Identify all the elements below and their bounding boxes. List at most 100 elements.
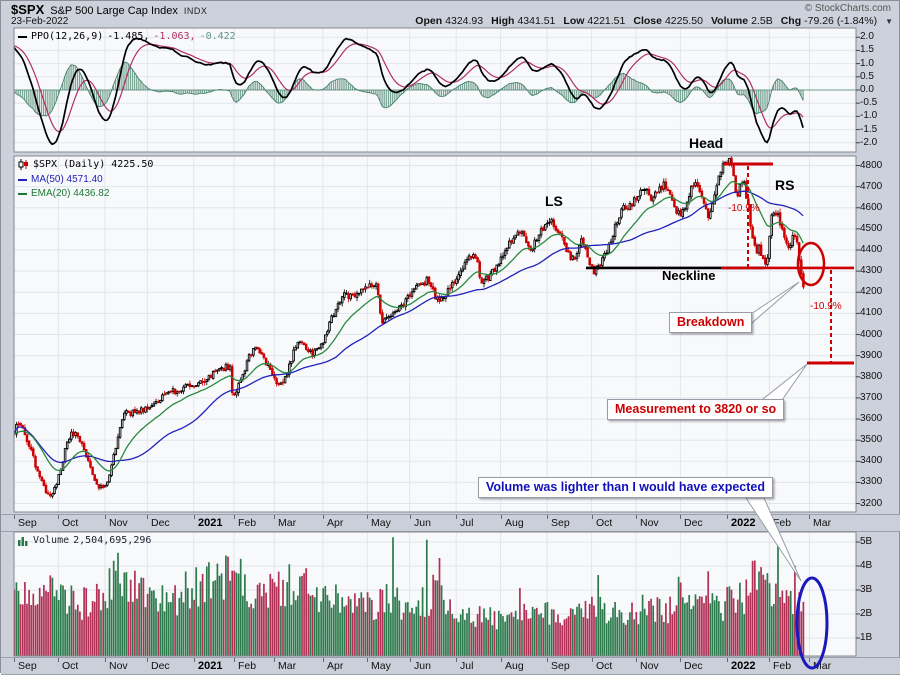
month-label: Apr bbox=[327, 660, 344, 672]
price-axis-label: 4300 bbox=[860, 265, 883, 277]
quote-dropdown-arrow[interactable]: ▼ bbox=[885, 16, 893, 26]
month-tick bbox=[592, 515, 593, 519]
ma50-legend-text: MA(50) 4571.40 bbox=[31, 174, 103, 185]
month-tick bbox=[809, 515, 810, 519]
volume-legend-value: 2,504,695,296 bbox=[73, 535, 152, 546]
right-price-axis: 2.0 1.5 1.0 0.5 0.0 -0.5 -1.0 -1.5 -2.0 4800 4700 4… bbox=[860, 1, 900, 674]
month-label: Nov bbox=[640, 660, 659, 672]
head-label: Head bbox=[689, 135, 724, 151]
month-label: Mar bbox=[813, 517, 832, 529]
month-label: Nov bbox=[640, 517, 659, 529]
breakdown-callout: Breakdown bbox=[669, 312, 753, 333]
month-tick bbox=[456, 658, 457, 662]
month-label: Feb bbox=[773, 517, 792, 529]
month-label: Sep bbox=[18, 517, 37, 529]
month-tick bbox=[105, 658, 106, 662]
left-shoulder-label: LS bbox=[545, 193, 563, 209]
month-tick bbox=[367, 658, 368, 662]
ppo-legend: PPO(12,26,9) -1.485, -1.063, -0.422 bbox=[18, 31, 236, 42]
ppo-axis-label: -1.0 bbox=[860, 110, 878, 122]
month-label: May bbox=[371, 517, 391, 529]
month-tick bbox=[14, 658, 15, 662]
drop-percent-label-2: -10.9% bbox=[810, 301, 842, 312]
vol-panel-border bbox=[13, 531, 857, 657]
candlestick-icon bbox=[18, 159, 28, 170]
volume-label: Volume bbox=[710, 15, 749, 27]
ppo-axis-label: -2.0 bbox=[860, 136, 878, 148]
month-label: Sep bbox=[18, 660, 37, 672]
month-label: 2022 bbox=[731, 660, 756, 672]
neckline-label: Neckline bbox=[662, 268, 716, 283]
month-tick bbox=[274, 515, 275, 519]
ppo-name: PPO(12,26,9) bbox=[31, 31, 104, 42]
ema20-legend-text: EMA(20) 4436.82 bbox=[31, 188, 110, 199]
low-label: Low bbox=[563, 15, 585, 27]
ppo-value: -1.485, bbox=[107, 31, 150, 42]
ppo-axis-label: 1.0 bbox=[860, 57, 874, 69]
measurement-callout: Measurement to 3820 or so bbox=[607, 399, 785, 420]
month-label: Mar bbox=[278, 517, 297, 529]
price-axis-label: 3400 bbox=[860, 455, 883, 467]
month-tick bbox=[547, 658, 548, 662]
month-label: May bbox=[371, 660, 391, 672]
month-tick bbox=[501, 658, 502, 662]
price-axis-label: 4100 bbox=[860, 307, 883, 319]
month-tick bbox=[274, 658, 275, 662]
month-label: Nov bbox=[109, 517, 128, 529]
month-tick bbox=[410, 658, 411, 662]
month-tick bbox=[367, 515, 368, 519]
volume-note-callout: Volume was lighter than I would have exp… bbox=[478, 477, 773, 498]
month-tick bbox=[323, 658, 324, 662]
price-axis-label: 3500 bbox=[860, 434, 883, 446]
chart-date: 23-Feb-2022 bbox=[11, 16, 69, 27]
month-label: Mar bbox=[278, 660, 297, 672]
month-label: Sep bbox=[551, 517, 570, 529]
drop-percent-label-1: -10.9% bbox=[728, 203, 760, 214]
month-label: Feb bbox=[238, 517, 257, 529]
month-label: Nov bbox=[109, 660, 128, 672]
price-axis-label: 4700 bbox=[860, 180, 883, 192]
month-tick bbox=[58, 515, 59, 519]
month-tick bbox=[194, 515, 195, 519]
month-tick bbox=[14, 515, 15, 519]
chg-value: -79.26 (-1.84%) bbox=[804, 15, 878, 27]
open-label: Open bbox=[415, 15, 443, 27]
month-tick bbox=[727, 658, 728, 662]
ppo-series bbox=[14, 37, 856, 146]
open-value: 4324.93 bbox=[445, 15, 484, 27]
ppo-hist-value: -0.422 bbox=[199, 31, 236, 42]
ppo-axis-label: -1.5 bbox=[860, 123, 878, 135]
exchange-tag: INDX bbox=[183, 6, 208, 16]
price-axis-label: 4200 bbox=[860, 286, 883, 298]
copyright: © StockCharts.com bbox=[804, 3, 891, 14]
month-label: Dec bbox=[151, 517, 170, 529]
volume-axis-label: 4B bbox=[860, 560, 873, 571]
price-axis-label: 3200 bbox=[860, 497, 883, 509]
month-label: Oct bbox=[62, 660, 79, 672]
price-legend: $SPX (Daily) 4225.50 bbox=[18, 159, 153, 170]
price-axis-label: 3700 bbox=[860, 391, 883, 403]
month-tick bbox=[147, 658, 148, 662]
chg-label: Chg bbox=[780, 15, 802, 27]
month-label: Oct bbox=[596, 517, 613, 529]
chart-header: $SPX S&P 500 Large Cap Index INDX bbox=[11, 2, 207, 17]
volume-axis-label: 3B bbox=[860, 584, 873, 595]
month-tick bbox=[234, 515, 235, 519]
month-tick bbox=[809, 658, 810, 662]
month-tick bbox=[410, 515, 411, 519]
month-label: Dec bbox=[151, 660, 170, 672]
high-value: 4341.51 bbox=[517, 15, 556, 27]
month-tick bbox=[105, 515, 106, 519]
price-panel-border bbox=[13, 155, 857, 513]
low-value: 4221.51 bbox=[587, 15, 626, 27]
month-tick bbox=[58, 658, 59, 662]
price-axis-label: 3300 bbox=[860, 476, 883, 488]
month-label: 2022 bbox=[731, 517, 756, 529]
volume-axis-label: 5B bbox=[860, 536, 873, 547]
right-shoulder-label: RS bbox=[775, 177, 795, 193]
volume-callout-tail bbox=[745, 497, 802, 582]
volume-bars-icon bbox=[18, 536, 28, 546]
price-legend-text: $SPX (Daily) 4225.50 bbox=[33, 159, 154, 170]
month-tick bbox=[636, 515, 637, 519]
